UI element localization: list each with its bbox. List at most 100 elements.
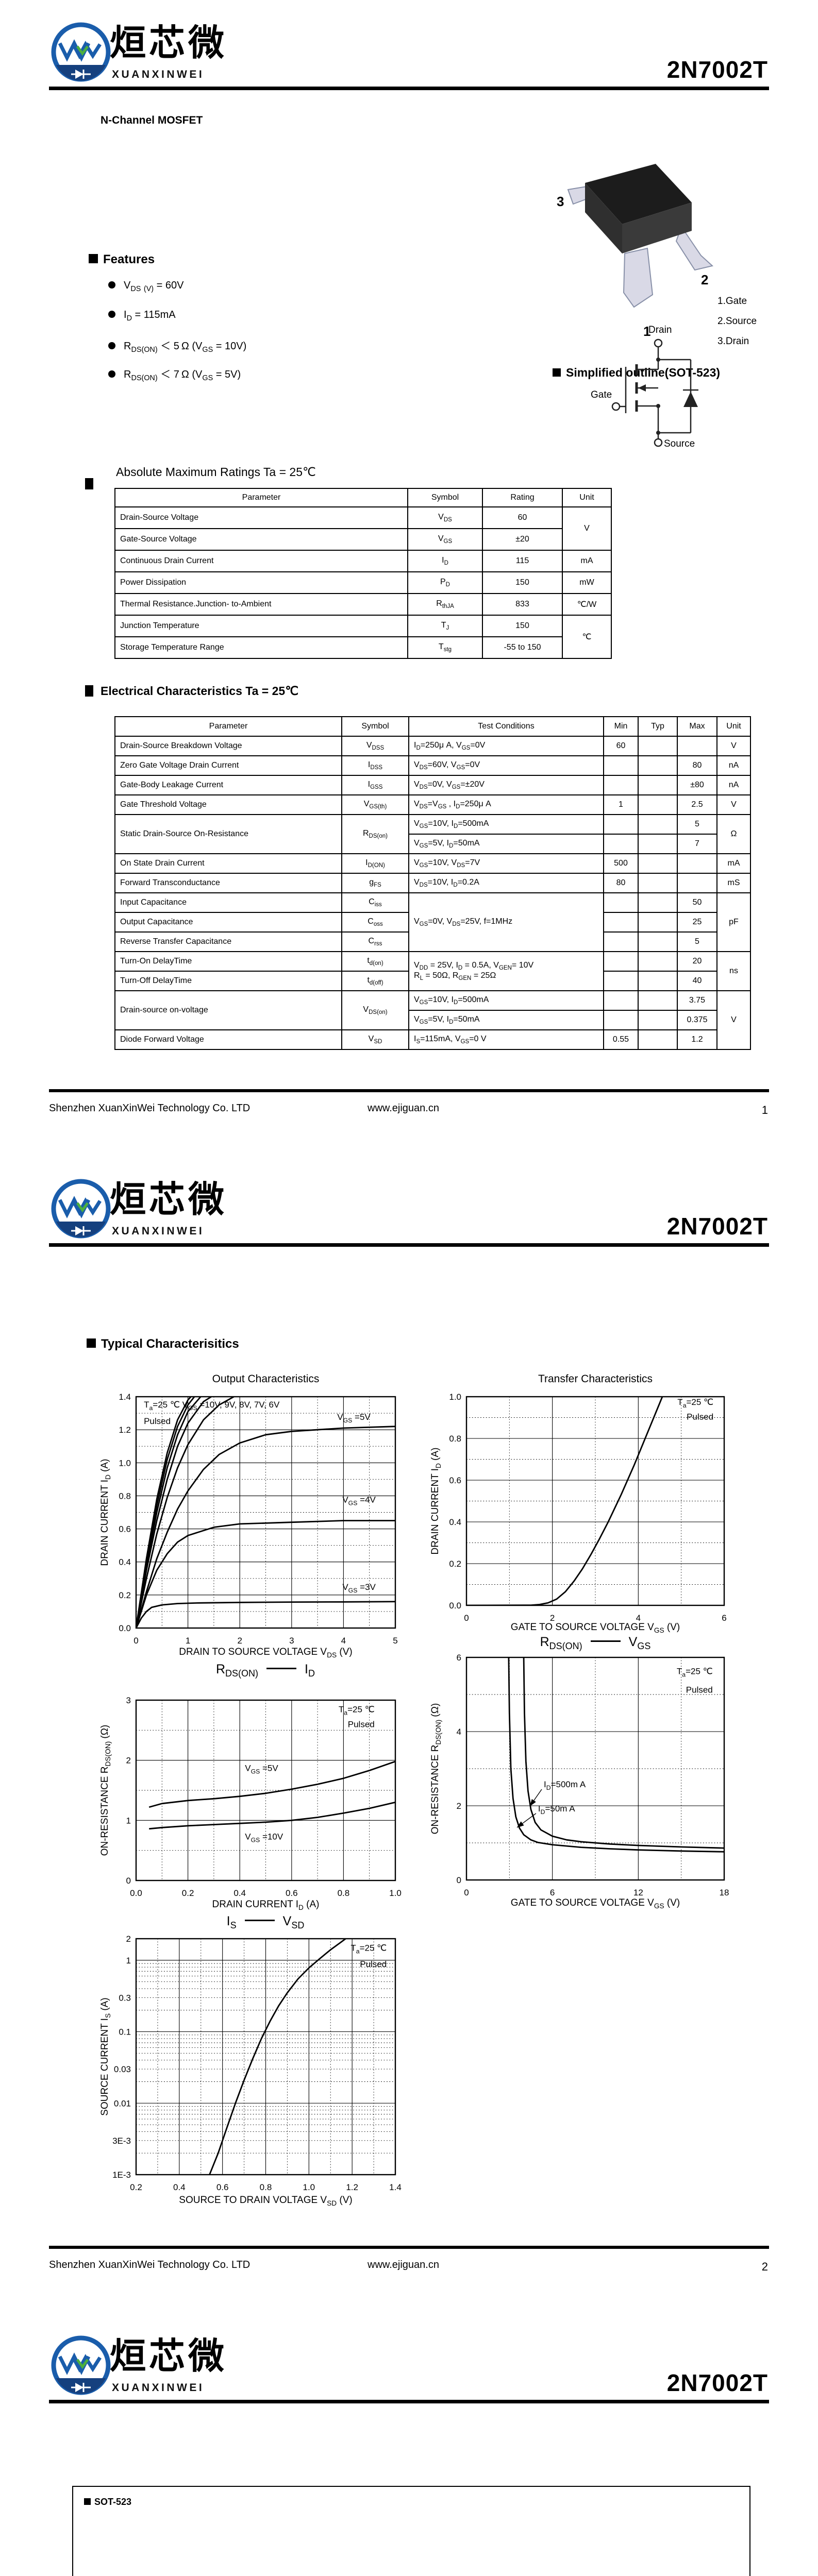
outline-heading: Simplified outline(SOT-523)	[553, 366, 720, 380]
section-marker-icon	[84, 2498, 91, 2505]
column-header: Unit	[716, 716, 751, 737]
x-axis-label: DRAIN TO SOURCE VOLTAGE VDS (V)	[179, 1647, 352, 1659]
x-tick-label: 1.4	[389, 2182, 402, 2192]
x-tick-label: 3	[289, 1636, 294, 1646]
series-vgs-4v	[136, 1520, 395, 1628]
pin3-number: 3	[557, 194, 564, 209]
column-header: Typ	[638, 716, 678, 737]
table-cell: VDS=0V, VGS=±20V	[408, 775, 604, 795]
series-vgs-6v	[136, 1397, 236, 1628]
table-cell: VDS=10V, ID=0.2A	[408, 873, 604, 893]
table-cell: ±20	[482, 528, 563, 551]
series-vgs-7v	[136, 1397, 213, 1628]
part-number: 2N7002T	[666, 1213, 768, 1240]
page-number: 2	[761, 2260, 768, 2273]
column-header: Unit	[562, 488, 612, 507]
footer-rule	[49, 2246, 769, 2249]
table-cell: Storage Temperature Range	[114, 636, 408, 659]
table-cell: Drain-source on-voltage	[114, 990, 342, 1030]
x-tick-label: 4	[636, 1613, 641, 1623]
table-row: Turn-Off DelayTime td(off) 40	[114, 971, 750, 991]
table-row: On State Drain Current ID(ON) VGS=10V, VDS…	[114, 853, 751, 874]
plot-annotation: Pulsed	[687, 1412, 713, 1422]
x-tick-label: 0.0	[130, 1888, 142, 1898]
table-cell: 5	[677, 931, 717, 952]
plot-annotation: VGS =10V	[245, 1832, 283, 1844]
table-cell: ℃	[562, 615, 612, 659]
table-cell: Turn-On DelayTime	[114, 951, 342, 972]
table-cell: VDS(on)	[341, 990, 409, 1030]
table-cell: mA	[562, 550, 612, 572]
table-cell: Continuous Drain Current	[114, 550, 408, 572]
chart-title: Transfer Characteristics	[538, 1373, 653, 1385]
chart-legend-rdson-vgs: RDS(ON) VGS	[540, 1635, 651, 1651]
chart-legend-is-vsd: IS VSD	[226, 1914, 305, 1930]
series-id-vs-vgs	[466, 1397, 663, 1605]
table-row: Turn-On DelayTime td(on) VDD = 25V, ID = 0…	[114, 951, 751, 991]
body-diode	[683, 392, 698, 407]
column-header: Parameter	[114, 488, 408, 507]
table-cell	[638, 775, 678, 795]
x-tick-label: 1	[186, 1636, 190, 1646]
x-tick-label: 0	[133, 1636, 138, 1646]
table-cell: VDS=VGS , ID=250μ A	[408, 794, 604, 815]
brand-logo-icon	[51, 1176, 111, 1244]
bullet-icon	[108, 311, 115, 318]
table-cell: 833	[482, 593, 563, 616]
x-tick-label: 0.4	[173, 2182, 186, 2192]
table-cell: Drain-Source Breakdown Voltage	[114, 736, 342, 756]
section-marker-icon	[85, 685, 93, 697]
amr-heading: Absolute Maximum Ratings Ta = 25℃	[116, 465, 316, 479]
table-cell: -55 to 150	[482, 636, 563, 659]
brand-name-cn: 烜芯微	[110, 2336, 227, 2376]
table-cell	[603, 775, 639, 795]
table-cell: 40	[677, 971, 717, 991]
footer-rule	[49, 1089, 769, 1092]
table-cell: Crss	[341, 931, 409, 952]
table-cell: On State Drain Current	[114, 853, 342, 874]
table-cell: Turn-Off DelayTime	[114, 971, 342, 991]
table: Parameter Symbol Rating Unit Drain-Source Vo…	[114, 488, 612, 659]
gate-label: Gate	[591, 389, 612, 400]
table-row: Gate-Source Voltage VGS ±20	[114, 528, 611, 551]
product-title: N-Channel MOSFET	[101, 114, 203, 126]
series-vgs-8v	[136, 1397, 202, 1628]
package-left-face	[585, 183, 622, 253]
table-cell	[638, 736, 678, 756]
y-tick-label: 0.3	[119, 1993, 131, 2003]
page-3: 烜芯微 XUANXINWEI 2N7002T SOT-523	[0, 2313, 818, 2576]
table-cell: VDD = 25V, ID = 0.5A, VGEN= 10V RL = 50Ω,…	[408, 951, 604, 991]
table-cell: mS	[716, 873, 751, 893]
table-cell: VSD	[341, 1029, 409, 1050]
table-cell: Tstg	[407, 636, 483, 659]
chart-title: Output Characteristics	[212, 1373, 320, 1385]
bullet-icon	[108, 342, 115, 349]
table-cell	[638, 873, 678, 893]
table-cell: nA	[716, 775, 751, 795]
plot-annotation: ID=50m A	[538, 1804, 575, 1816]
table-cell: ns	[716, 951, 751, 991]
series-vgs-3v	[136, 1601, 395, 1628]
table-row: Drain-Source Voltage VDS 60 V	[114, 506, 612, 551]
page-1: 烜芯微 XUANXINWEI 2N7002T N-Channel MOSFET …	[0, 0, 818, 1157]
x-tick-label: 1.0	[389, 1888, 402, 1898]
footer-website: www.ejiguan.cn	[368, 2259, 439, 2270]
pin-legend: 1.Gate 2.Source 3.Drain	[717, 291, 757, 351]
gate-arrow	[638, 384, 646, 392]
y-tick-label: 0.6	[119, 1524, 131, 1534]
table-cell: 1	[603, 794, 639, 815]
y-tick-label: 0.2	[119, 1590, 131, 1600]
table-cell: VDS=60V, VGS=0V	[408, 755, 604, 776]
y-tick-label: 0.2	[449, 1559, 461, 1569]
x-tick-label: 4	[341, 1636, 346, 1646]
column-header: Rating	[482, 488, 563, 507]
table-cell: ID=250μ A, VGS=0V	[408, 736, 604, 756]
chart-rdson-id: 0.0 0.2 0.4 0.6 0.8 1.0 0 1 2 3 DRAIN CURRENT ID (…	[99, 1696, 402, 1911]
section-marker-icon	[89, 254, 98, 263]
y-tick-label: 4	[457, 1727, 461, 1737]
table-cell: mA	[716, 853, 751, 874]
table-row: Drain-source on-voltage VDS(on) VGS=10V, I…	[114, 990, 751, 1050]
table: Parameter Symbol Test Conditions Min Typ Max U…	[114, 716, 751, 1050]
brand-name-cn: 烜芯微	[110, 23, 227, 63]
section-marker-icon	[85, 478, 93, 489]
